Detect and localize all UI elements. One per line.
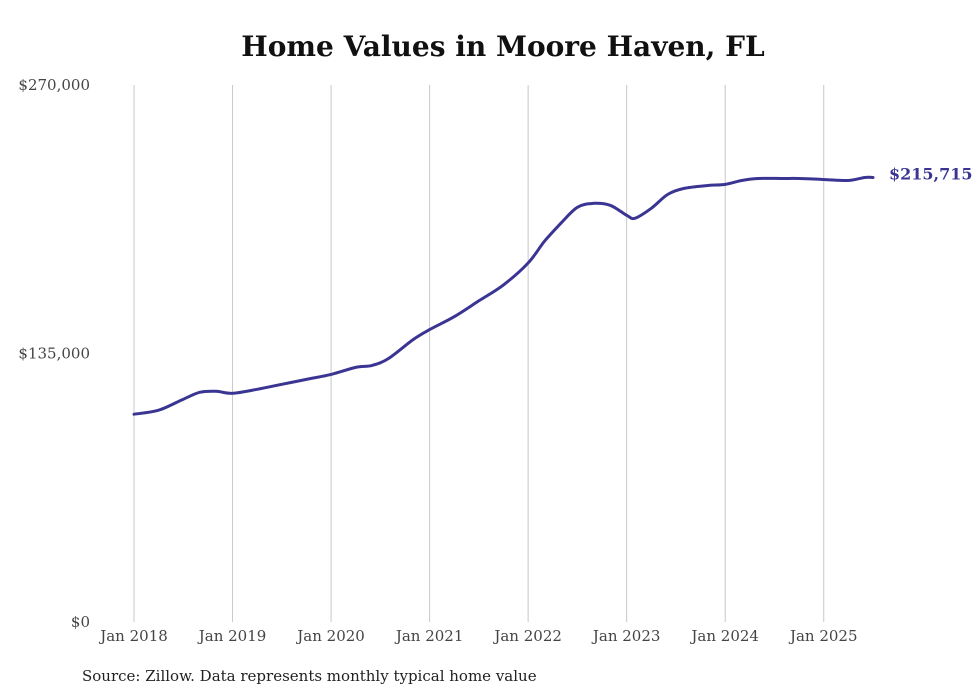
label-group: $215,715 bbox=[889, 164, 973, 183]
y-tick-label: $135,000 bbox=[18, 345, 90, 363]
chart-title: Home Values in Moore Haven, FL bbox=[241, 30, 765, 63]
source-note: Source: Zillow. Data represents monthly … bbox=[82, 667, 537, 685]
x-tick-label: Jan 2025 bbox=[788, 627, 858, 645]
gridlines bbox=[133, 85, 825, 622]
x-tick-label: Jan 2023 bbox=[591, 627, 661, 645]
x-tick-label: Jan 2021 bbox=[394, 627, 464, 645]
x-tick-label: Jan 2020 bbox=[295, 627, 365, 645]
x-tick-label: Jan 2019 bbox=[197, 627, 267, 645]
x-tick-label: Jan 2024 bbox=[689, 627, 759, 645]
x-axis-ticks: Jan 2018 Jan 2019 Jan 2020 Jan 2021 Jan 2022… bbox=[98, 627, 857, 645]
series-group bbox=[132, 175, 875, 416]
end-value-label: $215,715 bbox=[889, 164, 973, 183]
y-tick-label: $270,000 bbox=[18, 76, 90, 94]
y-axis-ticks: $0 $135,000 $270,000 bbox=[18, 76, 90, 631]
y-tick-label: $0 bbox=[71, 613, 90, 631]
x-tick-label: Jan 2018 bbox=[98, 627, 168, 645]
series-line bbox=[132, 175, 875, 416]
x-tick-label: Jan 2022 bbox=[492, 627, 562, 645]
